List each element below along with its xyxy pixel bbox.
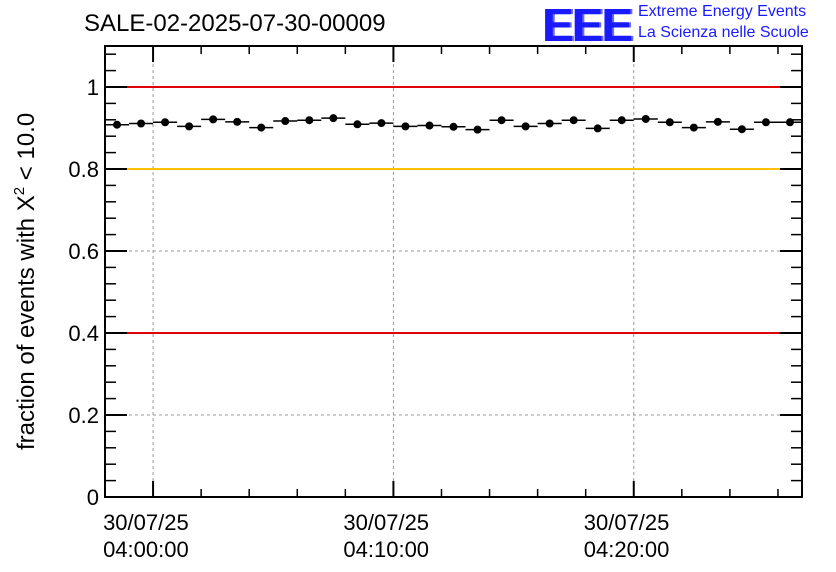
data-points: [105, 114, 802, 134]
data-point: [297, 116, 322, 125]
data-point: [489, 116, 514, 125]
data-point-marker: [209, 115, 218, 124]
data-point-marker: [425, 121, 434, 130]
data-point: [585, 124, 610, 133]
data-point-marker: [305, 116, 314, 125]
data-point-marker: [617, 116, 626, 125]
data-point-marker: [257, 123, 266, 132]
data-point-marker: [641, 114, 650, 123]
data-point-marker: [353, 120, 362, 129]
data-point-marker: [737, 125, 746, 134]
data-point: [201, 115, 226, 124]
data-point-marker: [569, 116, 578, 125]
x-tick-label-time: 04:20:00: [584, 537, 670, 562]
x-tick-label-time: 04:10:00: [343, 537, 429, 562]
data-point-marker: [713, 117, 722, 126]
x-tick-label-date: 30/07/25: [584, 510, 670, 535]
y-tick-label: 1: [87, 75, 99, 100]
data-point-marker: [521, 122, 530, 131]
x-tick-label-time: 04:00:00: [103, 537, 189, 562]
data-point-marker: [401, 122, 410, 131]
data-point: [225, 117, 250, 126]
plot-frame: [104, 45, 803, 498]
data-point-marker: [137, 119, 146, 128]
axis-ticks: [104, 46, 802, 498]
data-point-marker: [545, 119, 554, 128]
data-point-marker: [665, 118, 674, 127]
data-point: [129, 119, 154, 128]
data-point-marker: [377, 119, 386, 128]
data-point: [657, 118, 682, 127]
data-point: [393, 122, 418, 131]
x-tick-label-date: 30/07/25: [343, 510, 429, 535]
data-point-marker: [281, 117, 290, 126]
data-point: [609, 116, 634, 125]
data-point-marker: [185, 122, 194, 131]
y-tick-label: 0.8: [68, 157, 99, 182]
data-point: [417, 121, 442, 130]
data-point-marker: [449, 122, 458, 131]
data-point: [561, 116, 586, 125]
logo-subtitle-2: La Scienza nelle Scuole: [638, 24, 809, 41]
eee-logo-mark: EEE: [543, 0, 633, 51]
y-tick-label: 0.4: [68, 321, 99, 346]
data-point: [633, 114, 658, 123]
data-point: [105, 120, 130, 129]
data-point: [729, 125, 754, 134]
data-point-marker: [497, 116, 506, 125]
data-point: [705, 117, 730, 126]
data-point-marker: [113, 120, 122, 129]
data-point: [537, 119, 562, 128]
tick-labels: 00.20.40.60.8130/07/2504:00:0030/07/2504…: [68, 75, 669, 562]
data-point: [153, 118, 178, 127]
run-title: SALE-02-2025-07-30-00009: [84, 10, 386, 37]
data-point-marker: [329, 114, 338, 123]
data-point: [273, 117, 298, 126]
data-point: [369, 119, 394, 128]
data-point-marker: [593, 124, 602, 133]
y-tick-label: 0: [87, 485, 99, 510]
data-point-marker: [689, 123, 698, 132]
data-point: [753, 118, 778, 127]
data-point: [321, 114, 346, 123]
y-axis-title: fraction of events with Χ2 < 10.0: [11, 113, 40, 450]
data-point-marker: [161, 118, 170, 127]
logo-subtitle-1: Extreme Energy Events: [638, 3, 807, 20]
y-tick-label: 0.2: [68, 403, 99, 428]
data-point-marker: [761, 118, 770, 127]
data-point: [177, 122, 202, 131]
data-point: [249, 123, 274, 132]
data-point: [441, 122, 466, 131]
data-point-marker: [233, 117, 242, 126]
data-point: [513, 122, 538, 131]
x-tick-label-date: 30/07/25: [103, 510, 189, 535]
data-point: [681, 123, 706, 132]
grid: [105, 46, 802, 497]
data-point-marker: [473, 125, 482, 134]
data-point: [345, 120, 370, 129]
data-point: [465, 125, 490, 134]
reference-lines: [105, 86, 802, 334]
y-tick-label: 0.6: [68, 239, 99, 264]
